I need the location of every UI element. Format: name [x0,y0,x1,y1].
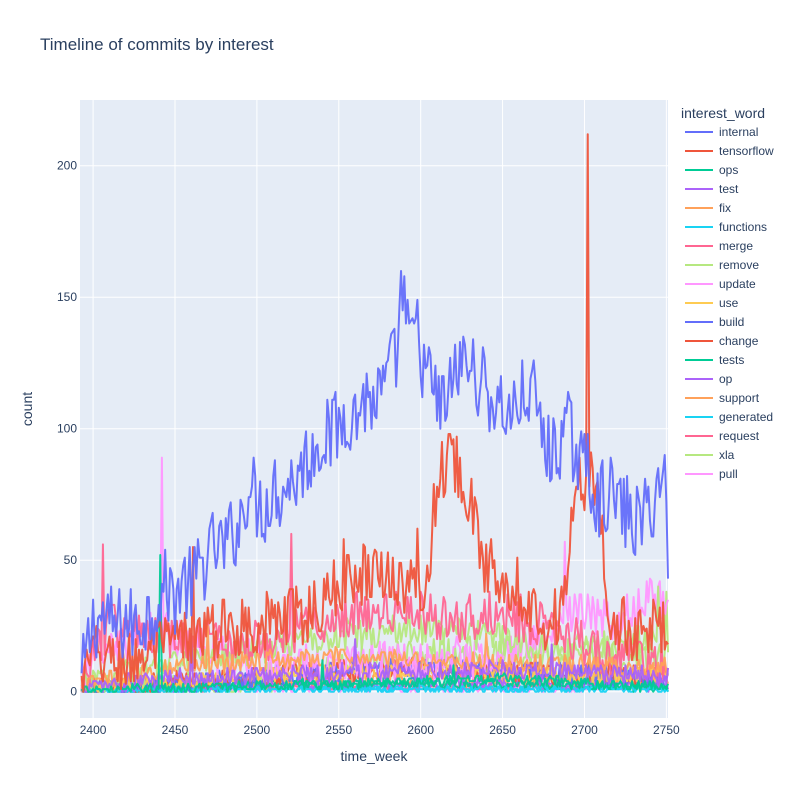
x-tick-label: 2600 [407,723,434,737]
legend-label: build [719,315,744,329]
legend-label: support [719,391,760,405]
legend-item-functions[interactable]: functions [685,220,767,234]
legend-label: internal [719,125,758,139]
x-tick-label: 2650 [489,723,516,737]
legend-item-generated[interactable]: generated [685,410,773,424]
legend-item-request[interactable]: request [685,429,760,443]
series-line-internal [80,269,669,674]
legend-label: use [719,296,739,310]
legend-label: ops [719,163,738,177]
series-line-functions [80,674,669,693]
chart-title: Timeline of commits by interest [40,35,274,54]
legend-label: functions [719,220,767,234]
x-tick-label: 2750 [653,723,680,737]
legend-label: xla [719,448,735,462]
legend-title: interest_word [681,105,765,121]
y-tick-label: 0 [70,685,77,699]
legend-label: tensorflow [719,144,774,158]
legend-item-tensorflow[interactable]: tensorflow [685,144,774,158]
series-line-fix [80,624,669,693]
y-tick-label: 150 [57,290,77,304]
y-tick-label: 200 [57,159,77,173]
legend-item-update[interactable]: update [685,277,756,291]
legend-label: tests [719,353,744,367]
legend[interactable]: internal tensorflow ops test fix functions mer… [685,125,774,481]
legend-item-pull[interactable]: pull [685,467,738,481]
y-tick-label: 100 [57,422,77,436]
legend-label: update [719,277,756,291]
axis-ticks: 0 50 100 150 200 2400 2450 2500 2550 2600 2650 2700… [57,159,680,737]
legend-label: request [719,429,760,443]
legend-item-tests[interactable]: tests [685,353,744,367]
legend-label: change [719,334,759,348]
legend-item-use[interactable]: use [685,296,739,310]
legend-item-ops[interactable]: ops [685,163,738,177]
x-tick-label: 2550 [325,723,352,737]
legend-item-change[interactable]: change [685,334,759,348]
series-line-ops [80,553,669,693]
y-tick-label: 50 [64,553,78,567]
legend-label: merge [719,239,753,253]
legend-item-xla[interactable]: xla [685,448,735,462]
legend-label: test [719,182,739,196]
x-axis-label: time_week [341,748,409,764]
legend-label: fix [719,201,731,215]
legend-item-support[interactable]: support [685,391,760,405]
x-tick-label: 2700 [571,723,598,737]
legend-item-internal[interactable]: internal [685,125,758,139]
legend-label: pull [719,467,738,481]
legend-item-merge[interactable]: merge [685,239,753,253]
legend-item-op[interactable]: op [685,372,733,386]
x-tick-label: 2500 [244,723,271,737]
legend-item-test[interactable]: test [685,182,739,196]
legend-item-fix[interactable]: fix [685,201,731,215]
legend-item-build[interactable]: build [685,315,744,329]
legend-label: op [719,372,733,386]
legend-label: remove [719,258,759,272]
y-axis-label: count [19,392,35,426]
x-tick-label: 2450 [162,723,189,737]
series-line-test [81,632,669,693]
series-line-tensorflow [80,133,669,693]
series-line-use [80,661,669,693]
legend-item-remove[interactable]: remove [685,258,759,272]
series-lines [80,133,669,693]
x-tick-label: 2400 [80,723,107,737]
legend-label: generated [719,410,773,424]
